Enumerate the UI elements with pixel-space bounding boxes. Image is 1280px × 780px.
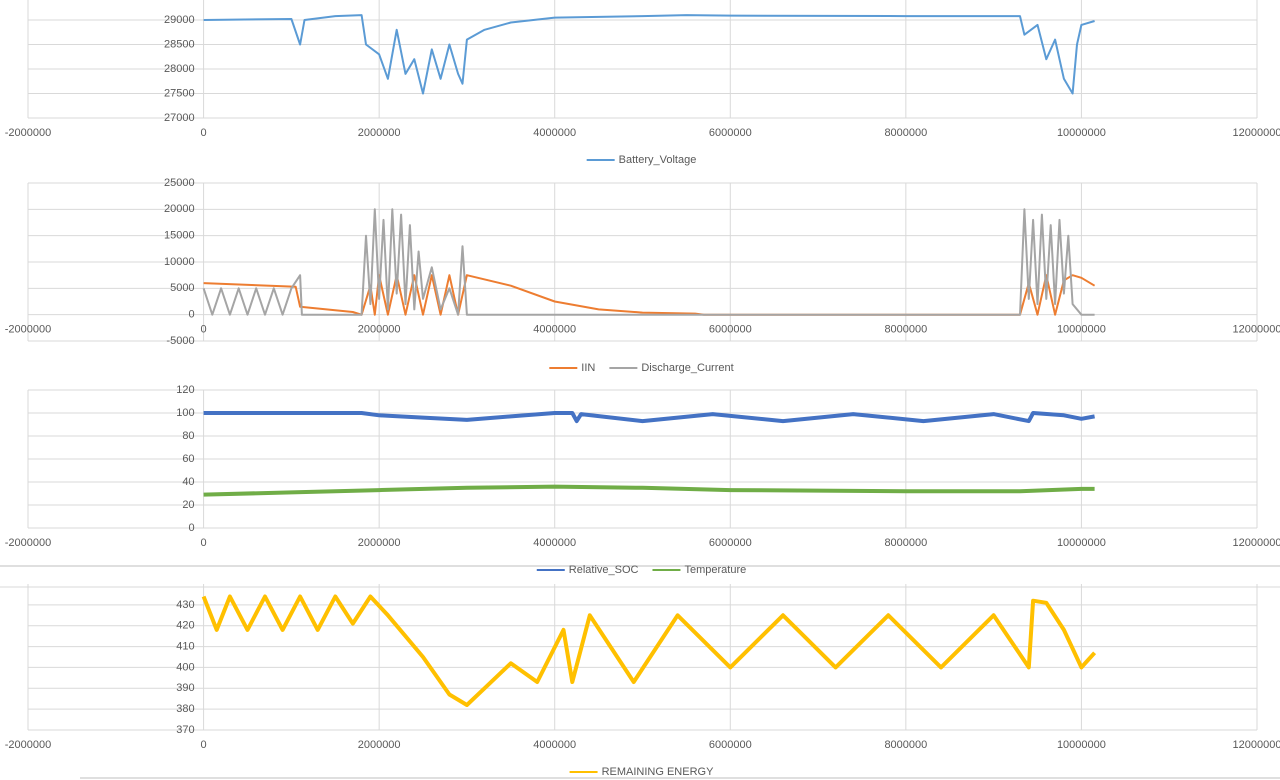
x-tick-label: -2000000 bbox=[5, 739, 52, 751]
y-tick-label: 100 bbox=[176, 407, 194, 419]
series-line bbox=[203, 484, 1095, 497]
x-tick-label: 4000000 bbox=[533, 324, 576, 336]
x-tick-label: 10000000 bbox=[1057, 537, 1106, 549]
legend-label: Temperature bbox=[684, 564, 746, 576]
x-tick-label: -2000000 bbox=[5, 537, 52, 549]
y-tick-label: 29000 bbox=[164, 14, 195, 26]
y-tick-label: 430 bbox=[176, 599, 194, 611]
y-tick-label: 20 bbox=[182, 499, 194, 511]
legend-label: Discharge_Current bbox=[641, 362, 733, 374]
y-tick-label: 420 bbox=[176, 620, 194, 632]
x-tick-label: 0 bbox=[201, 739, 207, 751]
series-line bbox=[203, 411, 1095, 424]
x-tick-label: 2000000 bbox=[358, 127, 401, 139]
y-tick-label: 120 bbox=[176, 384, 194, 396]
series-line bbox=[203, 274, 1096, 316]
y-tick-label: 410 bbox=[176, 640, 194, 652]
y-tick-label: 390 bbox=[176, 682, 194, 694]
x-tick-label: 8000000 bbox=[884, 537, 927, 549]
y-tick-label: 27500 bbox=[164, 87, 195, 99]
y-tick-label: 10000 bbox=[164, 256, 195, 268]
y-tick-label: 400 bbox=[176, 661, 194, 673]
x-tick-label: 6000000 bbox=[709, 324, 752, 336]
x-tick-label: 10000000 bbox=[1057, 127, 1106, 139]
x-tick-label: 6000000 bbox=[709, 537, 752, 549]
x-tick-label: 2000000 bbox=[358, 537, 401, 549]
x-tick-label: 0 bbox=[201, 324, 207, 336]
x-tick-label: 12000000 bbox=[1233, 127, 1280, 139]
x-tick-label: 0 bbox=[201, 127, 207, 139]
y-tick-label: 20000 bbox=[164, 203, 195, 215]
y-tick-label: 15000 bbox=[164, 230, 195, 242]
x-tick-label: 2000000 bbox=[358, 739, 401, 751]
legend-label: Battery_Voltage bbox=[619, 154, 697, 166]
y-tick-label: 5000 bbox=[170, 282, 194, 294]
x-tick-label: 0 bbox=[201, 537, 207, 549]
y-tick-label: 27000 bbox=[164, 112, 195, 124]
x-tick-label: 6000000 bbox=[709, 127, 752, 139]
series-line bbox=[203, 14, 1095, 95]
x-tick-label: 6000000 bbox=[709, 739, 752, 751]
y-tick-label: 380 bbox=[176, 703, 194, 715]
x-tick-label: 12000000 bbox=[1233, 324, 1280, 336]
y-tick-label: 40 bbox=[182, 476, 194, 488]
y-tick-label: 25000 bbox=[164, 177, 195, 189]
x-tick-label: 4000000 bbox=[533, 537, 576, 549]
series-line bbox=[201, 594, 1097, 707]
x-tick-label: 8000000 bbox=[884, 739, 927, 751]
legend-label: Relative_SOC bbox=[569, 564, 639, 576]
x-tick-label: 10000000 bbox=[1057, 324, 1106, 336]
series-line bbox=[202, 208, 1095, 316]
x-tick-label: 2000000 bbox=[358, 324, 401, 336]
x-tick-label: 12000000 bbox=[1233, 739, 1280, 751]
y-tick-label: 60 bbox=[182, 453, 194, 465]
legend-label: IIN bbox=[581, 362, 595, 374]
legend-label: REMAINING ENERGY bbox=[602, 766, 715, 778]
x-tick-label: -2000000 bbox=[5, 127, 52, 139]
y-tick-label: 0 bbox=[188, 309, 194, 321]
x-tick-label: 12000000 bbox=[1233, 537, 1280, 549]
x-tick-label: -2000000 bbox=[5, 324, 52, 336]
y-tick-label: 80 bbox=[182, 430, 194, 442]
x-tick-label: 8000000 bbox=[884, 324, 927, 336]
x-tick-label: 4000000 bbox=[533, 739, 576, 751]
y-tick-label: 0 bbox=[188, 522, 194, 534]
y-tick-label: -5000 bbox=[166, 335, 194, 347]
x-tick-label: 4000000 bbox=[533, 127, 576, 139]
y-tick-label: 28000 bbox=[164, 63, 195, 75]
y-tick-label: 28500 bbox=[164, 38, 195, 50]
x-tick-label: 8000000 bbox=[884, 127, 927, 139]
y-tick-label: 370 bbox=[176, 724, 194, 736]
x-tick-label: 10000000 bbox=[1057, 739, 1106, 751]
